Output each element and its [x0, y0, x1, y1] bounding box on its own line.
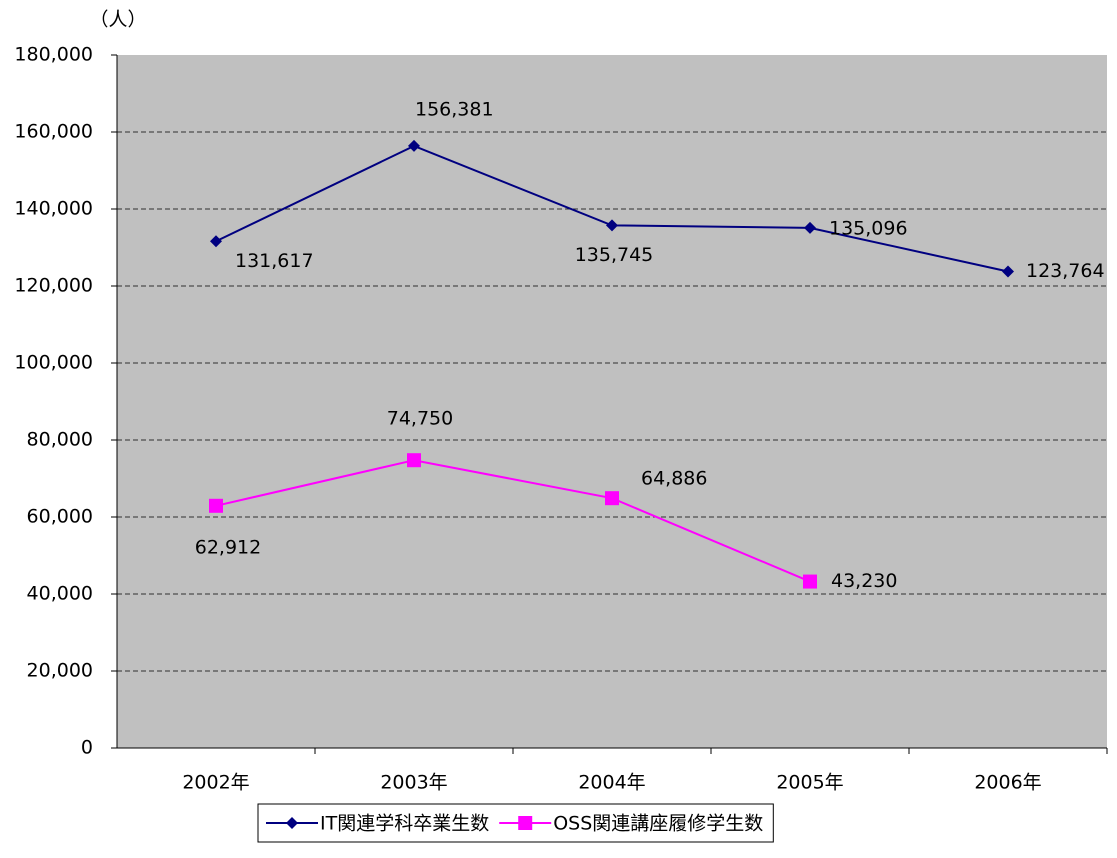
point-marker	[209, 498, 223, 513]
series-line	[215, 459, 811, 583]
legend-marker	[286, 817, 298, 829]
y-tick-label: 60,000	[27, 506, 93, 528]
plot-area	[117, 55, 1107, 748]
y-tick-label: 80,000	[27, 429, 93, 451]
y-tick-label: 0	[81, 737, 93, 759]
y-tick-label: 120,000	[14, 275, 93, 297]
x-tick-label: 2006年	[974, 772, 1041, 794]
value-label: 64,886	[641, 468, 707, 490]
point-marker	[210, 235, 222, 248]
value-label: 131,617	[235, 250, 314, 272]
y-tick-label: 100,000	[14, 352, 93, 374]
y-tick-label: 140,000	[14, 198, 93, 220]
legend-label: IT関連学科卒業生数	[320, 813, 489, 835]
point-marker	[803, 574, 817, 589]
point-marker	[408, 139, 420, 152]
point-marker	[407, 453, 421, 468]
legend: IT関連学科卒業生数 OSS関連講座履修学生数	[257, 803, 774, 843]
point-marker	[804, 221, 816, 234]
y-tick-label: 40,000	[27, 583, 93, 605]
x-tick-label: 2003年	[380, 772, 447, 794]
y-unit: （人）	[89, 9, 146, 31]
point-marker	[606, 219, 618, 232]
point-marker	[605, 491, 619, 506]
y-tick-label: 20,000	[27, 660, 93, 682]
legend-marker	[518, 816, 533, 830]
x-tick-label: 2005年	[776, 772, 843, 794]
value-label: 62,912	[195, 536, 261, 558]
legend-box	[257, 803, 774, 843]
legend-label: OSS関連講座履修学生数	[553, 813, 763, 835]
value-label: 43,230	[831, 570, 897, 592]
value-label: 123,764	[1026, 260, 1105, 282]
value-label: 135,096	[829, 217, 908, 239]
y-tick-label: 180,000	[14, 44, 93, 66]
x-tick-label: 2002年	[182, 772, 249, 794]
x-tick-label: 2004年	[578, 772, 645, 794]
value-label: 135,745	[575, 244, 654, 266]
point-marker	[1002, 265, 1014, 278]
value-label: 74,750	[387, 408, 453, 430]
y-tick-label: 160,000	[14, 121, 93, 143]
value-label: 156,381	[415, 98, 494, 120]
